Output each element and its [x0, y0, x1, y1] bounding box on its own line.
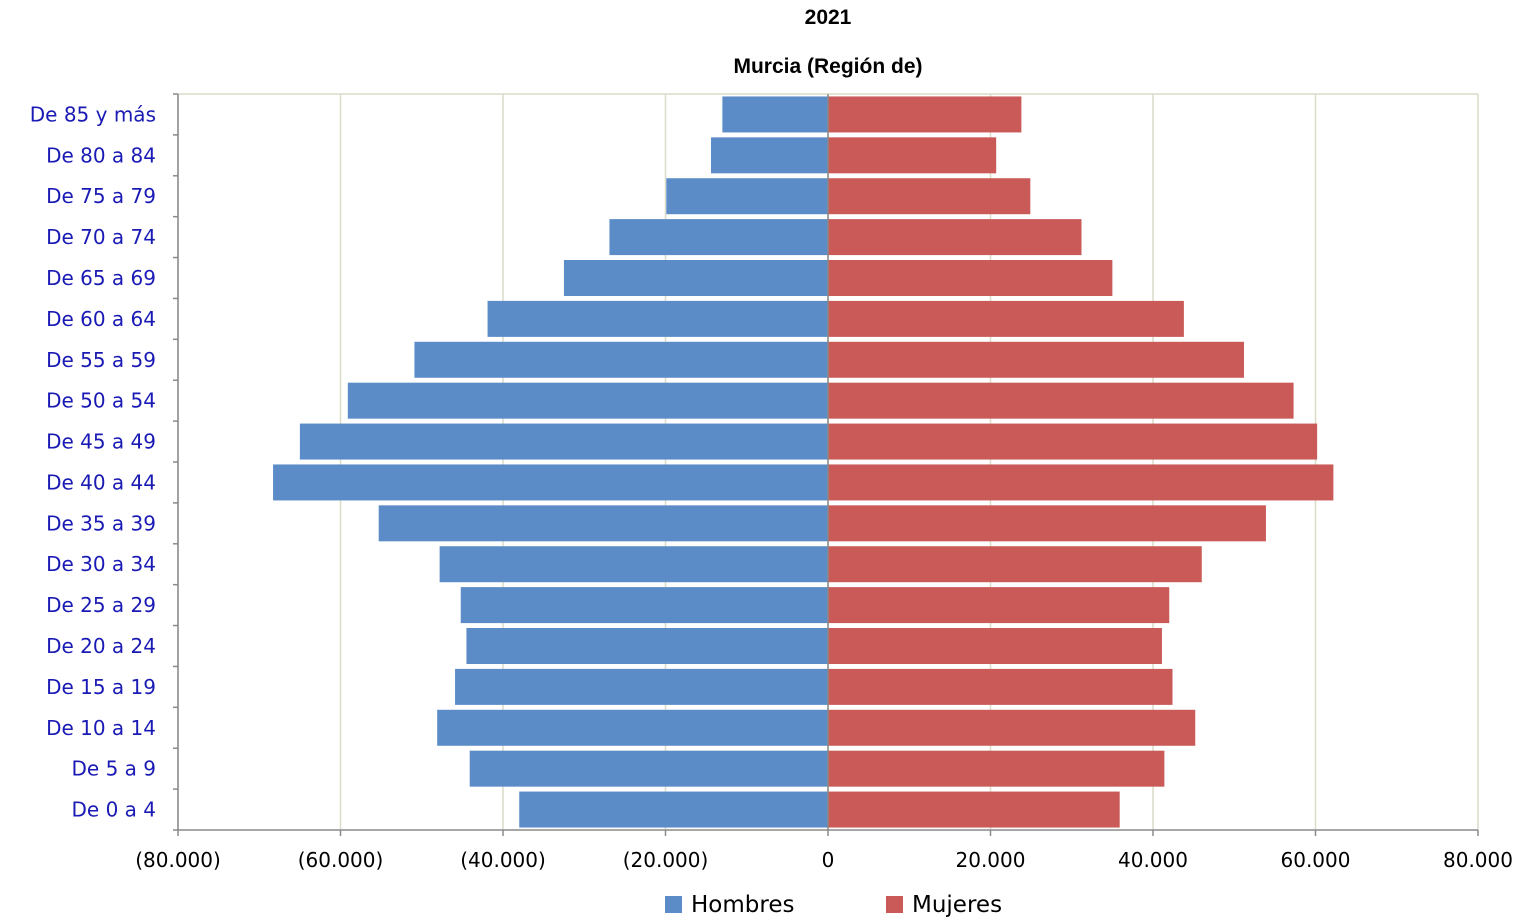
bar-mujeres	[828, 341, 1244, 378]
chart-subtitle: Murcia (Región de)	[733, 55, 922, 78]
legend: Hombres Mujeres	[665, 892, 1002, 918]
x-tick-label: 0	[822, 848, 835, 872]
y-tick-label: De 85 y más	[30, 102, 156, 126]
chart-title: 2021	[805, 6, 852, 29]
x-tick-label: (60.000)	[298, 848, 384, 872]
legend-mujeres-label: Mujeres	[912, 892, 1002, 918]
bar-hombres	[378, 505, 828, 542]
y-tick-label: De 75 a 79	[46, 184, 156, 208]
bar-mujeres	[828, 546, 1202, 583]
axes-group	[173, 93, 1479, 836]
bar-mujeres	[828, 668, 1173, 705]
bar-mujeres	[828, 709, 1196, 746]
y-tick-label: De 45 a 49	[46, 430, 156, 454]
bar-mujeres	[828, 505, 1266, 542]
bar-mujeres	[828, 178, 1031, 215]
bar-mujeres	[828, 750, 1165, 787]
bar-mujeres	[828, 219, 1082, 256]
x-tick-label: 40.000	[1118, 848, 1188, 872]
x-tick-labels: (80.000) (60.000) (40.000) (20.000) 0 20.000 4…	[135, 848, 1513, 872]
bar-hombres	[414, 341, 828, 378]
y-tick-label: De 20 a 24	[46, 634, 156, 658]
y-tick-label: De 35 a 39	[46, 511, 156, 535]
bar-mujeres	[828, 791, 1120, 828]
bar-hombres	[519, 791, 828, 828]
x-tick-label: (80.000)	[135, 848, 221, 872]
bar-hombres	[563, 260, 828, 296]
y-tick-label: De 25 a 29	[46, 593, 156, 617]
bar-mujeres	[828, 96, 1022, 133]
bar-hombres	[609, 219, 828, 256]
bar-hombres	[437, 709, 828, 746]
bar-mujeres	[828, 423, 1318, 460]
bar-hombres	[466, 628, 828, 664]
bar-hombres	[711, 137, 828, 174]
bar-mujeres	[828, 628, 1162, 664]
y-tick-label: De 0 a 4	[72, 798, 156, 822]
x-tick-label: 20.000	[956, 848, 1026, 872]
bar-hombres	[469, 750, 828, 787]
y-tick-label: De 15 a 19	[46, 675, 156, 699]
y-tick-label: De 40 a 44	[46, 470, 156, 494]
bar-mujeres	[828, 587, 1170, 624]
y-tick-label: De 60 a 64	[46, 307, 156, 331]
y-tick-label: De 80 a 84	[46, 143, 156, 167]
x-tick-label: 60.000	[1281, 848, 1351, 872]
bar-mujeres	[828, 260, 1113, 296]
y-tick-label: De 50 a 54	[46, 389, 156, 413]
bar-hombres	[460, 587, 828, 624]
bar-hombres	[666, 178, 828, 215]
y-tick-label: De 30 a 34	[46, 552, 156, 576]
bar-hombres	[299, 423, 828, 460]
x-tick-label: (20.000)	[623, 848, 709, 872]
bar-hombres	[487, 300, 828, 337]
bar-mujeres	[828, 137, 997, 174]
bar-mujeres	[828, 382, 1294, 419]
bar-hombres	[722, 96, 828, 133]
bar-mujeres	[828, 300, 1184, 337]
y-tick-label: De 65 a 69	[46, 266, 156, 290]
y-tick-label: De 5 a 9	[72, 757, 156, 781]
bars-group	[273, 96, 1334, 828]
legend-mujeres-swatch	[886, 896, 903, 913]
x-tick-label: 80.000	[1443, 848, 1513, 872]
y-tick-label: De 70 a 74	[46, 225, 156, 249]
bar-mujeres	[828, 464, 1334, 501]
bar-hombres	[455, 668, 828, 705]
bar-hombres	[439, 546, 828, 583]
legend-hombres-swatch	[665, 896, 682, 913]
x-tick-label: (40.000)	[460, 848, 546, 872]
bar-hombres	[273, 464, 828, 501]
y-tick-label: De 55 a 59	[46, 348, 156, 372]
y-tick-labels: De 0 a 4 De 5 a 9 De 10 a 14 De 15 a 19 De 2…	[30, 102, 156, 821]
legend-hombres-label: Hombres	[691, 892, 794, 918]
bar-hombres	[347, 382, 828, 419]
y-tick-label: De 10 a 14	[46, 716, 156, 740]
